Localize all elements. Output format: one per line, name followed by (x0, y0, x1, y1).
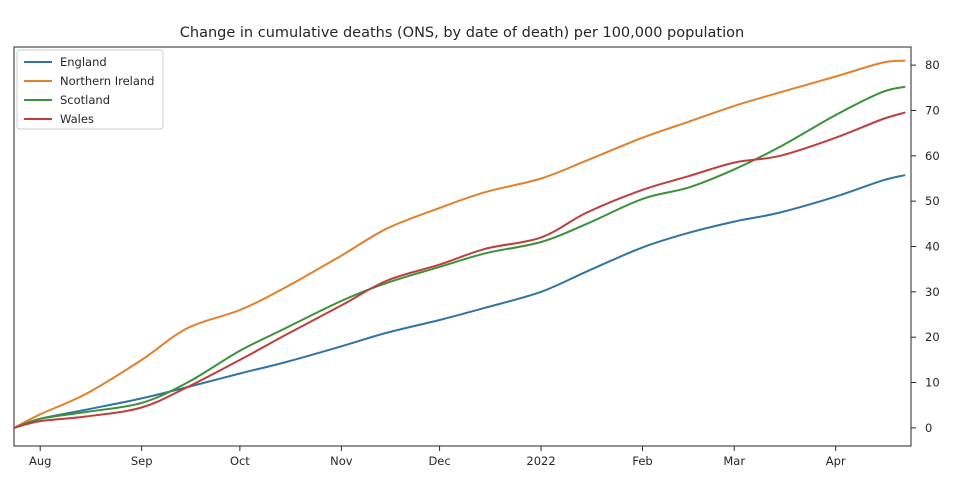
y-tick-label: 60 (925, 149, 940, 163)
x-axis: Aug Sep Oct Nov Dec 2022 Feb Mar Apr (29, 446, 846, 468)
legend-label: Scotland (60, 93, 110, 107)
x-tick-label: Feb (632, 454, 652, 468)
legend-label: England (60, 55, 107, 69)
legend-label: Wales (60, 112, 94, 126)
x-tick-label: Sep (131, 454, 153, 468)
y-tick-label: 20 (925, 330, 940, 344)
x-tick-label: Dec (428, 454, 450, 468)
series-line-northern-ireland (13, 59, 906, 429)
y-tick-label: 70 (925, 103, 940, 117)
x-tick-label: 2022 (526, 454, 555, 468)
series-lines (13, 59, 906, 429)
y-tick-label: 50 (925, 194, 940, 208)
x-tick-label: Mar (723, 454, 745, 468)
x-tick-label: Apr (826, 454, 846, 468)
series-line-scotland (13, 85, 906, 429)
y-tick-label: 0 (925, 421, 932, 435)
x-tick-label: Oct (230, 454, 250, 468)
legend-box (16, 49, 164, 130)
y-tick-label: 10 (925, 376, 940, 390)
footnote-blurred (280, 486, 700, 494)
chart-title: Change in cumulative deaths (ONS, by dat… (180, 25, 744, 41)
y-tick-label: 40 (925, 240, 940, 254)
y-tick-label: 80 (925, 58, 940, 72)
legend-label: Northern Ireland (60, 74, 154, 88)
legend: England Northern Ireland Scotland Wales (16, 49, 164, 130)
y-axis: 0 10 20 30 40 50 60 70 80 (911, 58, 940, 435)
series-line-wales (13, 111, 906, 429)
series-line-england (13, 174, 906, 429)
y-tick-label: 30 (925, 285, 940, 299)
x-tick-label: Nov (330, 454, 353, 468)
x-tick-label: Aug (29, 454, 51, 468)
